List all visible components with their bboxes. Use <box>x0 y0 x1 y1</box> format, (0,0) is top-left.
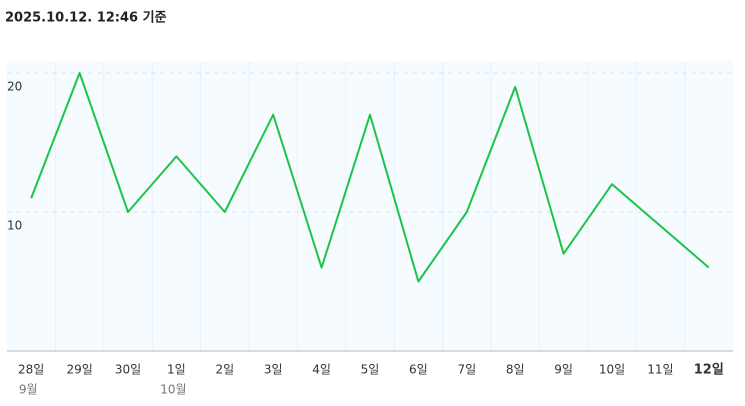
plot-background <box>7 61 733 351</box>
x-tick-label: 4일 <box>312 363 331 377</box>
x-tick-label: 30일 <box>115 363 141 377</box>
x-sublabel: 9월 <box>19 383 38 397</box>
x-tick-label: 28일 <box>18 363 44 377</box>
header-title: 2025.10.12. 12:46 기준 <box>5 11 167 26</box>
x-tick-label: 29일 <box>66 363 92 377</box>
x-tick-label: 5일 <box>361 363 380 377</box>
x-tick-label: 1일 <box>167 363 186 377</box>
y-tick-label: 10 <box>7 219 22 233</box>
x-tick-label: 12일 <box>694 363 724 378</box>
x-sublabel: 10월 <box>160 383 186 397</box>
y-tick-label: 20 <box>7 80 22 94</box>
x-tick-label: 7일 <box>457 363 476 377</box>
x-tick-label: 2일 <box>215 363 234 377</box>
data-line <box>30 72 710 283</box>
x-tick-label: 9일 <box>554 363 573 377</box>
x-tick-label: 3일 <box>264 363 283 377</box>
x-tick-label: 11일 <box>647 363 673 377</box>
x-tick-label: 10일 <box>599 363 625 377</box>
x-tick-label: 8일 <box>506 363 525 377</box>
x-tick-label: 6일 <box>409 363 428 377</box>
